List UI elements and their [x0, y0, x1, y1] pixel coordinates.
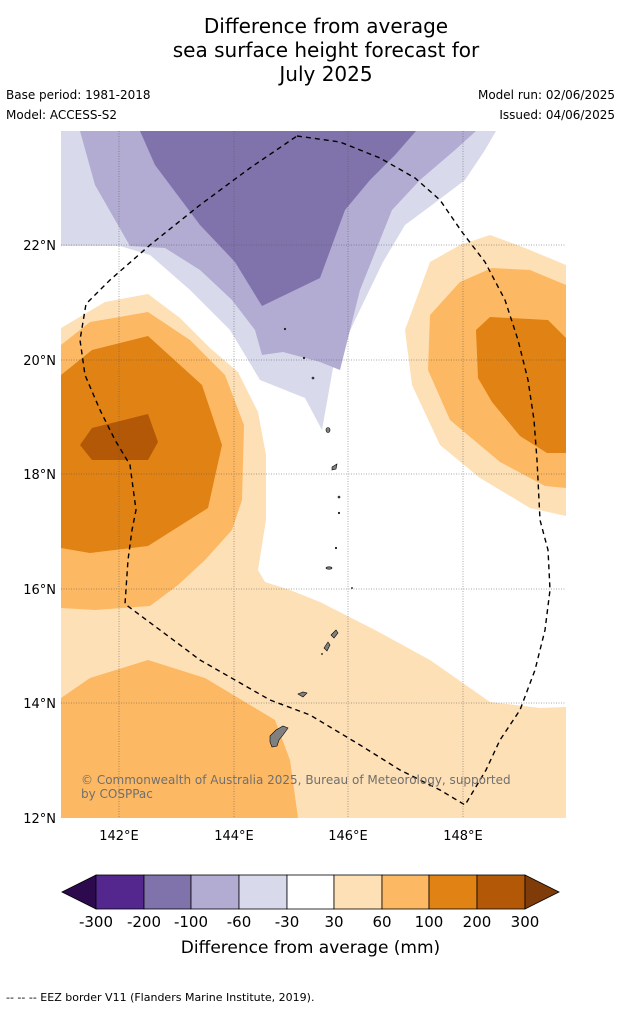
- colorbar-ticks: -300 -200 -100 -60 -30 30 60 100 200 300: [79, 913, 539, 931]
- colorbar-tick: -30: [275, 913, 300, 931]
- copyright-notice: © Commonwealth of Australia 2025, Bureau…: [81, 773, 511, 801]
- colorbar-bin: [286, 874, 335, 910]
- issued-label: Issued: 04/06/2025: [499, 108, 615, 122]
- colorbar: [61, 874, 560, 910]
- colorbar-tick: 100: [415, 913, 444, 931]
- base-period-label: Base period: 1981-2018: [6, 88, 151, 102]
- lat-label-12: 12°N: [23, 812, 56, 827]
- colorbar-bin: [428, 874, 478, 910]
- colorbar-extend-low: [61, 874, 97, 910]
- colorbar-bin: [95, 874, 145, 910]
- lon-label-148: 148°E: [443, 829, 483, 844]
- title-line-2: sea surface height forecast for: [172, 38, 480, 62]
- guam-island: [269, 725, 289, 748]
- gridlines: [61, 131, 566, 818]
- eez-footnote: -- -- -- EEZ border V11 (Flanders Marine…: [6, 991, 315, 1004]
- colorbar-bin: [238, 874, 288, 910]
- lon-label-144: 144°E: [214, 829, 254, 844]
- lon-label-142: 142°E: [99, 829, 139, 844]
- islands: [269, 327, 353, 748]
- colorbar-tick: 200: [463, 913, 492, 931]
- contour-pos-60-south: [61, 660, 298, 818]
- contour-neg-100: [140, 131, 416, 306]
- colorbar-tick: -300: [79, 913, 113, 931]
- title-line-3: July 2025: [279, 62, 373, 86]
- lon-label-146: 146°E: [328, 829, 368, 844]
- colorbar-tick: 60: [372, 913, 391, 931]
- colorbar-bin: [333, 874, 383, 910]
- colorbar-extend-high: [524, 874, 560, 910]
- lat-label-16: 16°N: [23, 583, 56, 598]
- lat-label-18: 18°N: [23, 468, 56, 483]
- title-line-1: Difference from average: [203, 14, 449, 38]
- colorbar-label: Difference from average (mm): [180, 938, 441, 958]
- model-label: Model: ACCESS-S2: [6, 108, 118, 122]
- lat-label-20: 20°N: [23, 354, 56, 369]
- map-plot-area: [61, 131, 566, 818]
- colorbar-bin: [190, 874, 240, 910]
- lat-label-22: 22°N: [23, 239, 56, 254]
- lat-label-14: 14°N: [23, 697, 56, 712]
- colorbar-tick: -60: [227, 913, 252, 931]
- model-run-label: Model run: 02/06/2025: [477, 88, 615, 102]
- colorbar-bin: [381, 874, 430, 910]
- colorbar-tick: 300: [511, 913, 540, 931]
- colorbar-tick: 30: [324, 913, 343, 931]
- colorbar-tick: -100: [174, 913, 208, 931]
- colorbar-bin: [143, 874, 192, 910]
- colorbar-tick: -200: [127, 913, 161, 931]
- contour-pos-100-east: [476, 317, 566, 453]
- colorbar-bin: [476, 874, 526, 910]
- map-title: Difference from average sea surface heig…: [0, 14, 621, 86]
